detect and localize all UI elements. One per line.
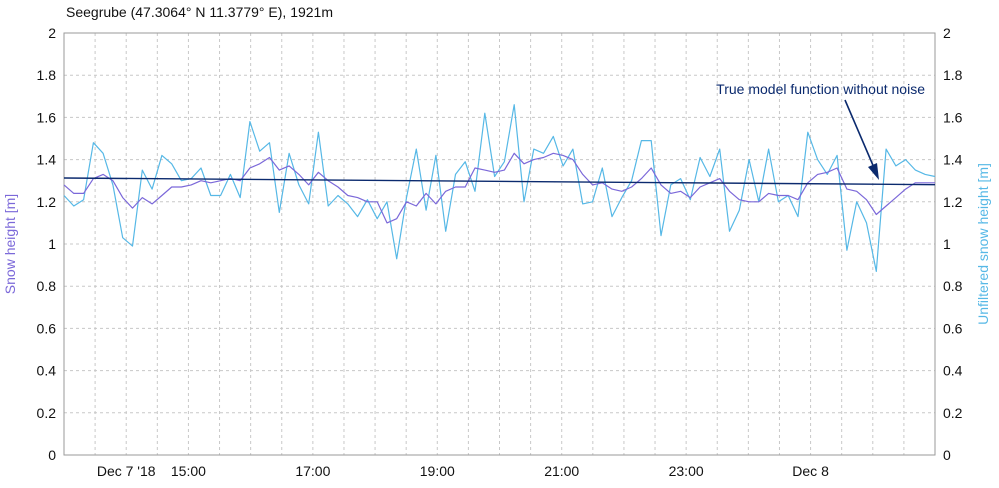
series-line-unfiltered <box>63 104 936 272</box>
x-tick-label: 23:00 <box>669 463 704 479</box>
x-tick-label: 21:00 <box>544 463 579 479</box>
series-line-model-function <box>63 177 936 186</box>
y-tick-label-right: 0.8 <box>943 278 963 294</box>
y-tick-label-right: 1.2 <box>943 194 963 210</box>
chart-title: Seegrube (47.3064° N 11.3779° E), 1921m <box>66 4 333 20</box>
y-tick-label-left: 1 <box>48 236 56 252</box>
y-tick-label-left: 0.6 <box>37 320 57 336</box>
y-tick-label-left: 0.2 <box>37 405 57 421</box>
y-axis-left-ticks: 0 0.2 0.4 0.6 0.8 1 1.2 1.4 1.6 1.8 2 <box>37 25 57 463</box>
y-axis-right-title: Unfiltered snow height [m] <box>975 163 991 325</box>
x-axis-ticks: Dec 7 '18 15:00 17:00 19:00 21:00 23:00 Dec 8 <box>97 463 829 479</box>
y-axis-left-title: Snow height [m] <box>2 194 18 294</box>
y-tick-label-right: 0.4 <box>943 363 963 379</box>
y-tick-label-right: 2 <box>943 25 951 41</box>
x-tick-label: Dec 8 <box>792 463 829 479</box>
y-tick-label-right: 0.6 <box>943 320 963 336</box>
y-tick-label-right: 0.2 <box>943 405 963 421</box>
annotation-arrow <box>844 99 879 180</box>
y-tick-label-right: 1.4 <box>943 152 963 168</box>
grid-lines <box>64 33 935 455</box>
y-tick-label-left: 2 <box>48 25 56 41</box>
plot-frame <box>63 32 936 456</box>
x-tick-label: 15:00 <box>171 463 206 479</box>
y-tick-label-left: 1.4 <box>37 152 57 168</box>
y-tick-label-left: 1.8 <box>37 67 57 83</box>
y-tick-label-right: 1.6 <box>943 109 963 125</box>
y-tick-label-left: 1.6 <box>37 109 57 125</box>
y-tick-label-left: 0 <box>48 447 56 463</box>
y-tick-label-right: 1.8 <box>943 67 963 83</box>
series-line-snow-height <box>63 152 935 224</box>
x-tick-label: 17:00 <box>295 463 330 479</box>
y-tick-label-left: 1.2 <box>37 194 57 210</box>
y-tick-label-left: 0.4 <box>37 363 57 379</box>
y-tick-label-left: 0.8 <box>37 278 57 294</box>
annotation-label: True model function without noise <box>716 81 925 97</box>
series-layer <box>63 104 936 272</box>
x-tick-label: 19:00 <box>420 463 455 479</box>
y-tick-label-right: 1 <box>943 236 951 252</box>
y-tick-label-right: 0 <box>943 447 951 463</box>
y-axis-right-ticks: 0 0.2 0.4 0.6 0.8 1 1.2 1.4 1.6 1.8 2 <box>943 25 963 463</box>
x-tick-label: Dec 7 '18 <box>97 463 156 479</box>
